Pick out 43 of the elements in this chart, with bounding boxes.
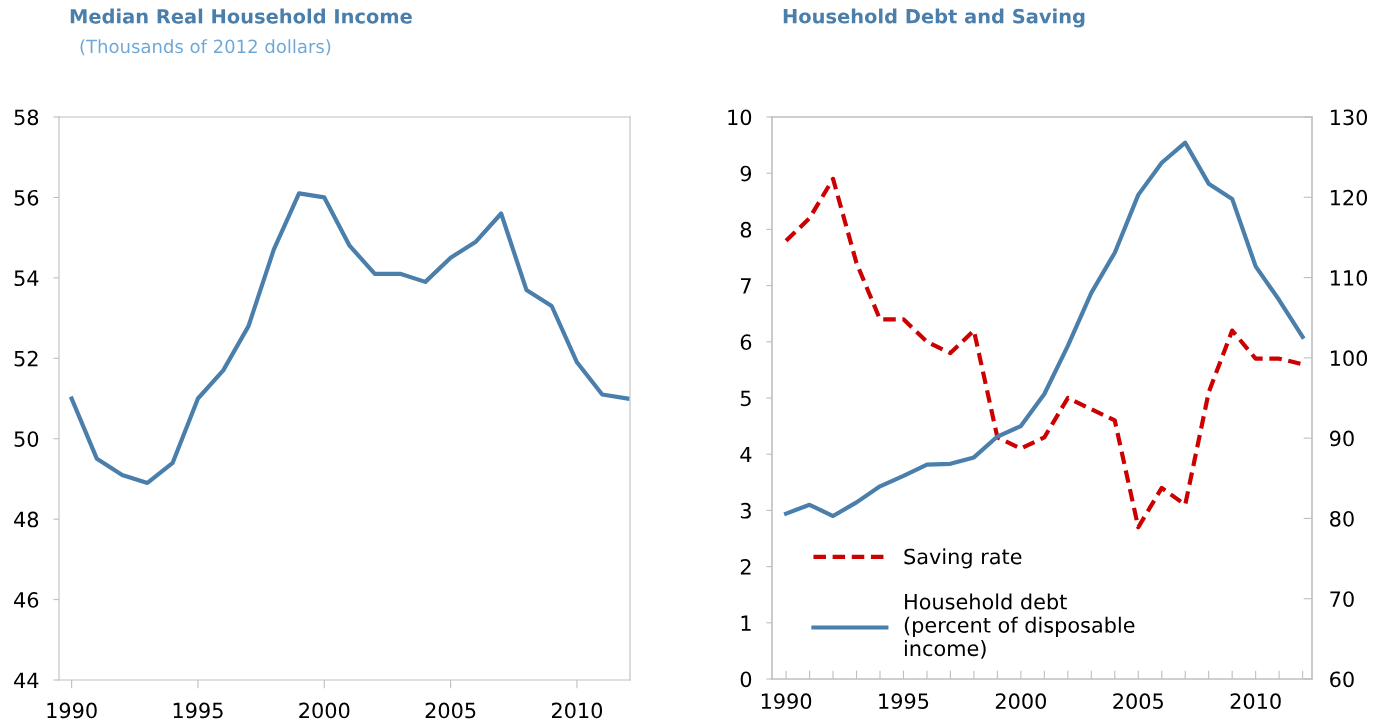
y2-tick-label: 60 — [1330, 671, 1354, 688]
y2-tick-label: 110 — [1330, 270, 1368, 286]
y-tick-label: 2 — [740, 559, 751, 575]
x-tick-label: 1990 — [47, 702, 97, 719]
y-tick-label: 44 — [14, 672, 39, 688]
y2-tick-label: 70 — [1330, 591, 1354, 607]
x-tick-label: 2010 — [551, 702, 603, 719]
chart-title: Household Debt and Saving — [783, 8, 1085, 28]
x-tick-label: 2000 — [299, 702, 350, 719]
legend-label: Saving rate — [904, 548, 1022, 569]
y-tick-label: 0 — [740, 671, 752, 688]
y-tick-label: 4 — [740, 446, 752, 463]
y2-tick-label: 80 — [1330, 510, 1354, 527]
x-tick-label: 2010 — [1230, 693, 1281, 710]
y-tick-label: 1 — [741, 615, 751, 631]
y-tick-label: 8 — [740, 221, 752, 238]
y-tick-label: 50 — [14, 431, 39, 447]
y-tick-label: 54 — [14, 270, 39, 287]
legend-label: Household debt (percent of disposable income) — [904, 593, 1135, 659]
y-tick-label: 56 — [14, 189, 39, 206]
y2-tick-label: 90 — [1329, 430, 1354, 447]
line-series — [69, 191, 630, 486]
chart-subtitle: (Thousands of 2012 dollars) — [80, 39, 331, 56]
y-tick-label: 6 — [740, 334, 752, 351]
y-tick-label: 10 — [728, 109, 752, 126]
x-tick-label: 2000 — [995, 693, 1046, 710]
chart-title: Median Real Household Income — [70, 8, 412, 24]
y2-tick-label: 120 — [1330, 189, 1368, 206]
y-tick-label: 7 — [741, 278, 751, 294]
x-tick-label: 1995 — [879, 693, 929, 710]
y2-tick-label: 100 — [1330, 350, 1368, 367]
y2-tick-label: 130 — [1330, 109, 1368, 126]
y-tick-label: 9 — [740, 165, 752, 182]
y-tick-label: 52 — [14, 350, 38, 367]
y-tick-label: 3 — [740, 502, 751, 519]
y-tick-label: 48 — [14, 511, 39, 528]
x-tick-label: 1990 — [761, 693, 812, 710]
x-tick-label: 2005 — [425, 702, 476, 719]
x-tick-label: 1995 — [173, 702, 223, 719]
x-tick-label: 2005 — [1113, 693, 1163, 710]
y-tick-label: 5 — [740, 390, 751, 407]
y-tick-label: 58 — [14, 109, 39, 126]
y-tick-label: 46 — [14, 592, 39, 608]
